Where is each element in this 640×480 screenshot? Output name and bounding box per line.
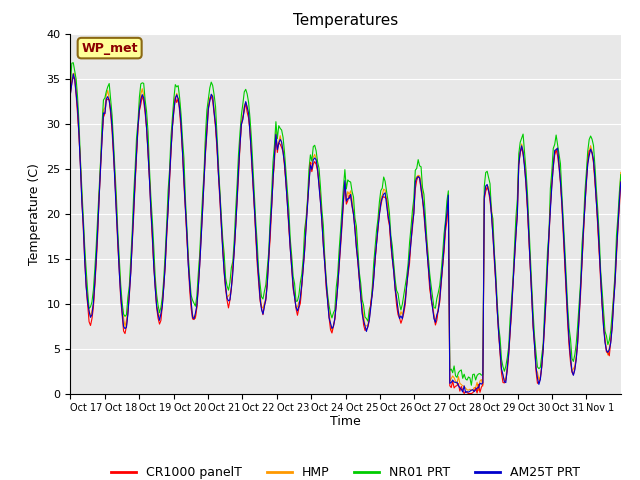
AM25T PRT: [86, 314, 94, 320]
NR01 PRT: [351, 215, 359, 221]
AM25T PRT: [461, 390, 469, 396]
CR1000 panelT: [616, 204, 623, 210]
NR01 PRT: [67, 81, 74, 86]
NR01 PRT: [69, 60, 77, 66]
NR01 PRT: [104, 84, 111, 90]
Legend: CR1000 panelT, HMP, NR01 PRT, AM25T PRT: CR1000 panelT, HMP, NR01 PRT, AM25T PRT: [106, 461, 586, 480]
Line: AM25T PRT: AM25T PRT: [70, 74, 621, 393]
HMP: [351, 220, 359, 226]
AM25T PRT: [69, 71, 77, 77]
HMP: [460, 384, 468, 389]
NR01 PRT: [467, 383, 475, 388]
CR1000 panelT: [460, 391, 468, 396]
Line: HMP: HMP: [70, 73, 621, 391]
CR1000 panelT: [617, 179, 625, 185]
AM25T PRT: [616, 199, 623, 204]
NR01 PRT: [616, 189, 623, 195]
CR1000 panelT: [67, 91, 74, 96]
NR01 PRT: [460, 372, 468, 377]
Title: Temperatures: Temperatures: [293, 13, 398, 28]
AM25T PRT: [67, 91, 74, 97]
HMP: [86, 314, 94, 320]
Y-axis label: Temperature (C): Temperature (C): [28, 163, 41, 264]
AM25T PRT: [617, 179, 625, 185]
CR1000 panelT: [69, 74, 77, 80]
AM25T PRT: [104, 94, 111, 99]
CR1000 panelT: [465, 391, 472, 396]
AM25T PRT: [460, 383, 468, 389]
CR1000 panelT: [351, 227, 359, 232]
NR01 PRT: [543, 248, 551, 253]
HMP: [543, 260, 551, 266]
Line: NR01 PRT: NR01 PRT: [70, 63, 621, 385]
NR01 PRT: [617, 172, 625, 178]
AM25T PRT: [543, 263, 551, 268]
HMP: [67, 89, 74, 95]
HMP: [616, 195, 623, 201]
NR01 PRT: [86, 304, 94, 310]
HMP: [104, 88, 111, 94]
HMP: [475, 388, 483, 394]
AM25T PRT: [351, 227, 359, 232]
HMP: [617, 169, 625, 175]
Line: CR1000 panelT: CR1000 panelT: [70, 77, 621, 394]
CR1000 panelT: [543, 264, 551, 270]
HMP: [69, 71, 77, 76]
Text: WP_met: WP_met: [81, 42, 138, 55]
X-axis label: Time: Time: [330, 415, 361, 428]
CR1000 panelT: [86, 323, 94, 328]
CR1000 panelT: [104, 96, 111, 102]
